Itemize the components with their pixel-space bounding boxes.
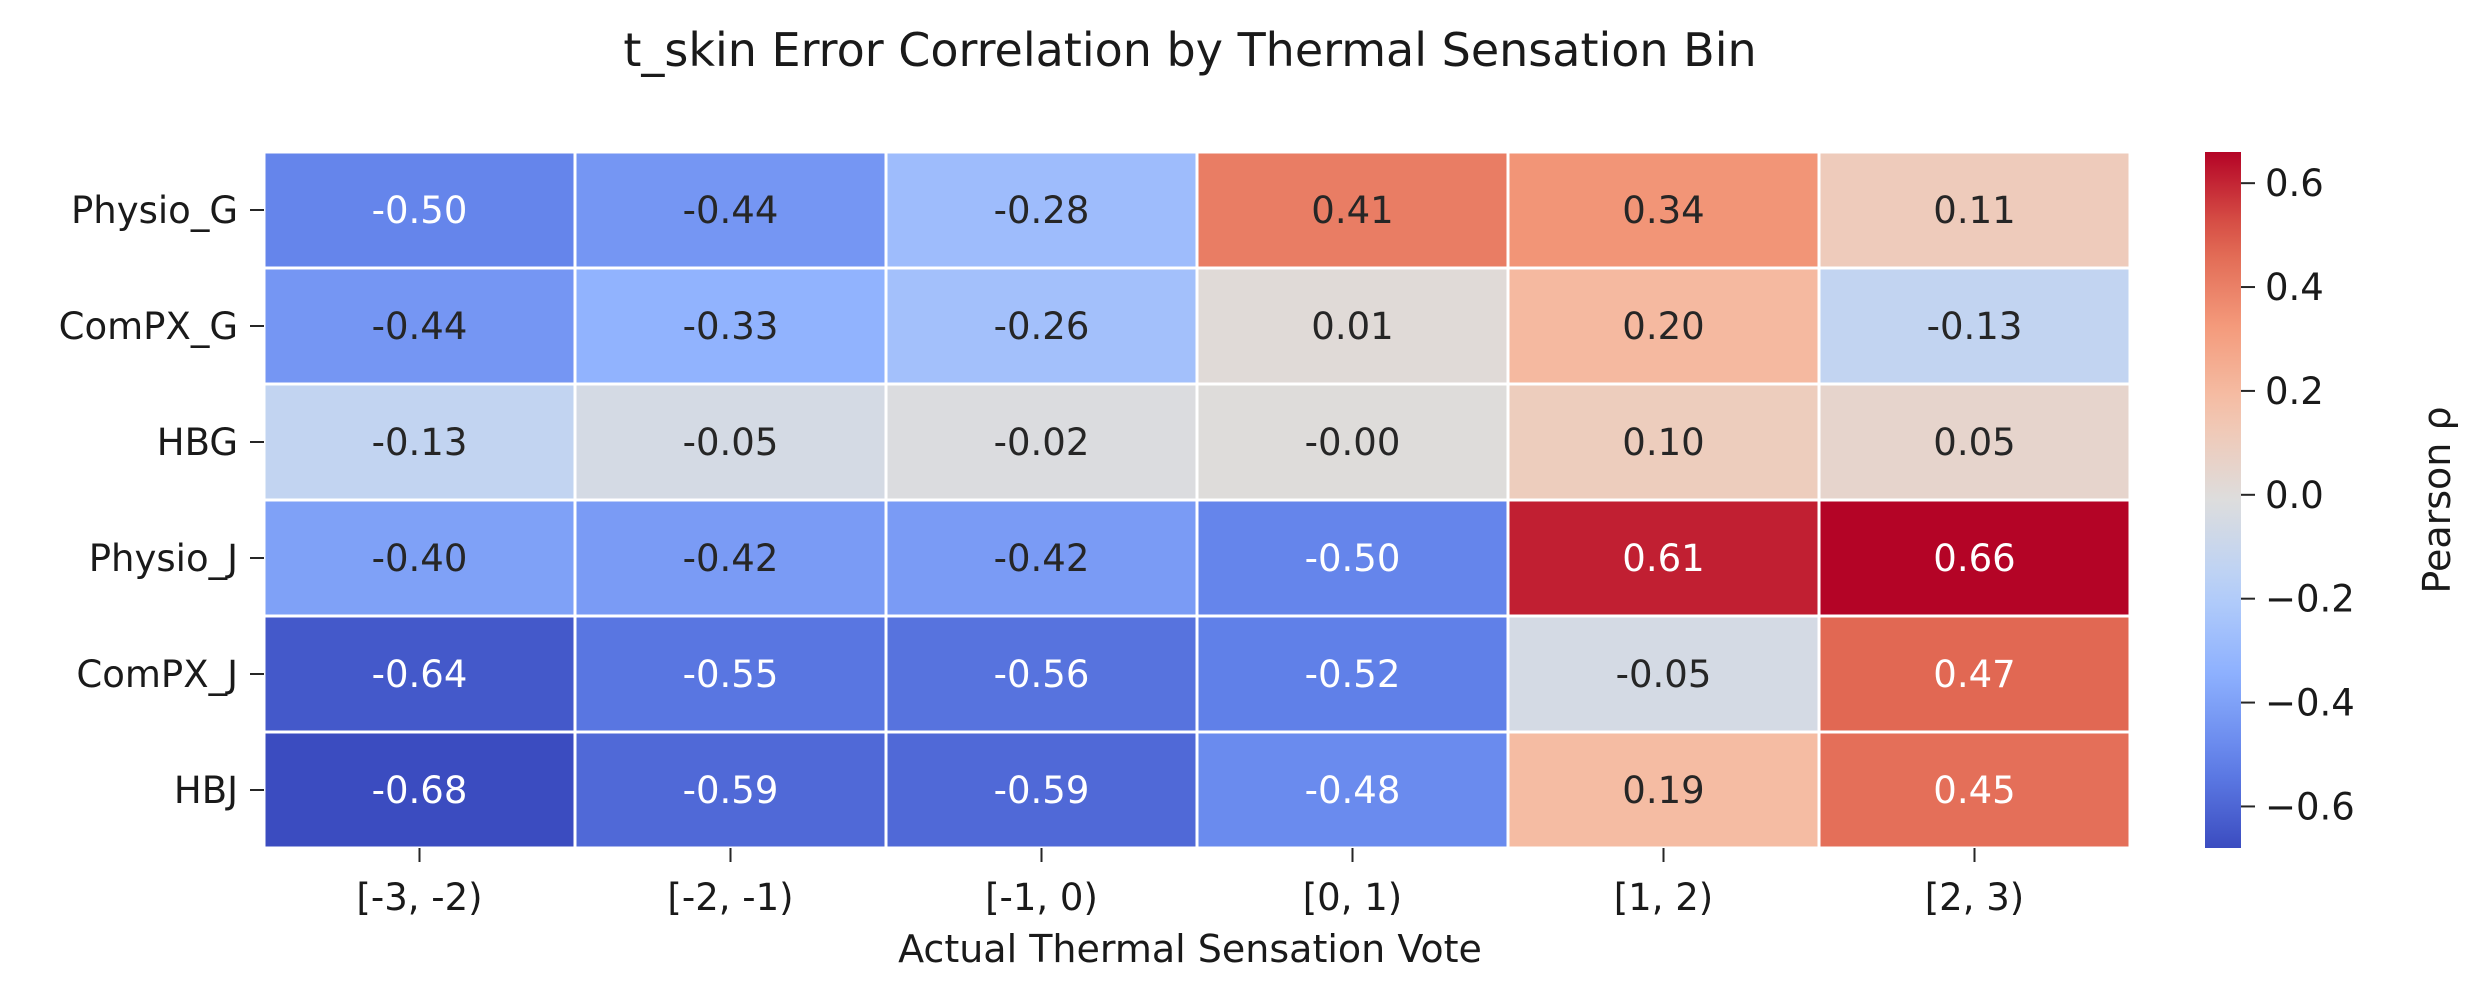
y-tick-label: ComPX_J [76,653,238,696]
x-axis-label: Actual Thermal Sensation Vote [898,927,1482,971]
heatmap-cell [262,150,577,270]
colorbar-tick-label: 0.2 [2265,370,2324,413]
y-tick-label: Physio_G [71,189,238,232]
heatmap-cell [1506,614,1821,734]
y-tick-label: Physio_J [89,537,238,580]
cell-value-label: -0.52 [1305,653,1401,696]
colorbar-tick-label: −0.4 [2265,682,2355,725]
heatmap-cell [1817,614,2132,734]
y-tick-label: ComPX_G [59,305,238,348]
heatmap-cells: -0.50 -0.44 -0.28 0.41 0.34 0.11 -0.44 -0.33 -0.… [262,150,2132,850]
colorbar-tick-label: 0.4 [2265,266,2324,309]
colorbar-tick-label: 0.6 [2265,162,2324,205]
cell-value-label: 0.20 [1622,305,1704,348]
cell-value-label: -0.68 [372,769,468,812]
cell-value-label: -0.44 [372,305,468,348]
heatmap-cell [884,614,1199,734]
cell-value-label: 0.47 [1933,653,2015,696]
heatmap-cell [1506,498,1821,618]
y-axis: Physio_G ComPX_G HBG Physio_J ComPX_J HBJ [59,189,264,812]
y-tick-label: HBJ [174,769,238,812]
colorbar-gradient [2205,152,2241,848]
cell-value-label: 0.61 [1622,537,1704,580]
cell-value-label: 0.11 [1933,189,2015,232]
heatmap-cell [1195,498,1510,618]
heatmap-cell [1195,382,1510,502]
cell-value-label: -0.59 [683,769,779,812]
cell-value-label: -0.40 [372,537,468,580]
heatmap-cell [1817,150,2132,270]
cell-value-label: 0.19 [1622,769,1704,812]
cell-value-label: 0.66 [1933,537,2015,580]
cell-value-label: -0.44 [683,189,779,232]
cell-value-label: 0.01 [1311,305,1393,348]
x-tick-label: [-2, -1) [667,876,793,919]
heatmap-cell [1817,382,2132,502]
cell-value-label: -0.50 [1305,537,1401,580]
chart-title: t_skin Error Correlation by Thermal Sens… [623,23,1756,77]
cell-value-label: -0.26 [994,305,1090,348]
cell-value-label: 0.45 [1933,769,2015,812]
cell-value-label: -0.50 [372,189,468,232]
heatmap-cell [884,150,1199,270]
heatmap-cell [262,614,577,734]
colorbar-tick-label: 0.0 [2265,474,2324,517]
cell-value-label: -0.42 [683,537,779,580]
cell-value-label: -0.13 [372,421,468,464]
colorbar-tick-label: −0.6 [2265,785,2355,828]
cell-value-label: -0.64 [372,653,468,696]
y-tick-label: HBG [157,421,238,464]
x-tick-label: [0, 1) [1303,876,1402,919]
heatmap-cell [573,382,888,502]
heatmap-cell [573,150,888,270]
cell-value-label: -0.05 [683,421,779,464]
colorbar-label: Pearson ρ [2415,406,2459,593]
heatmap-cell [573,266,888,386]
heatmap-cell [1817,498,2132,618]
cell-value-label: -0.00 [1305,421,1401,464]
cell-value-label: 0.41 [1311,189,1393,232]
cell-value-label: -0.28 [994,189,1090,232]
cell-value-label: -0.02 [994,421,1090,464]
cell-value-label: 0.05 [1933,421,2015,464]
x-tick-label: [-1, 0) [985,876,1098,919]
x-tick-label: [1, 2) [1614,876,1713,919]
cell-value-label: 0.10 [1622,421,1704,464]
cell-value-label: -0.48 [1305,769,1401,812]
cell-value-label: -0.56 [994,653,1090,696]
cell-value-label: -0.33 [683,305,779,348]
cell-value-label: 0.34 [1622,189,1704,232]
x-axis: [-3, -2) [-2, -1) [-1, 0) [0, 1) [1, 2) [2, 3… [356,848,2024,919]
heatmap-cell [884,498,1199,618]
heatmap-cell [1817,266,2132,386]
heatmap-cell [1817,730,2132,850]
x-tick-label: [-3, -2) [356,876,482,919]
heatmap-cell [573,498,888,618]
cell-value-label: -0.42 [994,537,1090,580]
colorbar-tick-label: −0.2 [2265,578,2355,621]
x-tick-label: [2, 3) [1925,876,2024,919]
cell-value-label: -0.55 [683,653,779,696]
cell-value-label: -0.05 [1616,653,1712,696]
cell-value-label: -0.59 [994,769,1090,812]
cell-value-label: -0.13 [1927,305,2023,348]
heatmap-cell [262,498,577,618]
heatmap-cell [1506,382,1821,502]
heatmap-cell [262,730,577,850]
colorbar: 0.6 0.4 0.2 0.0 −0.2 −0.4 −0.6 Pearson ρ [2205,152,2459,848]
heatmap-cell [1195,266,1510,386]
heatmap-cell [1195,614,1510,734]
